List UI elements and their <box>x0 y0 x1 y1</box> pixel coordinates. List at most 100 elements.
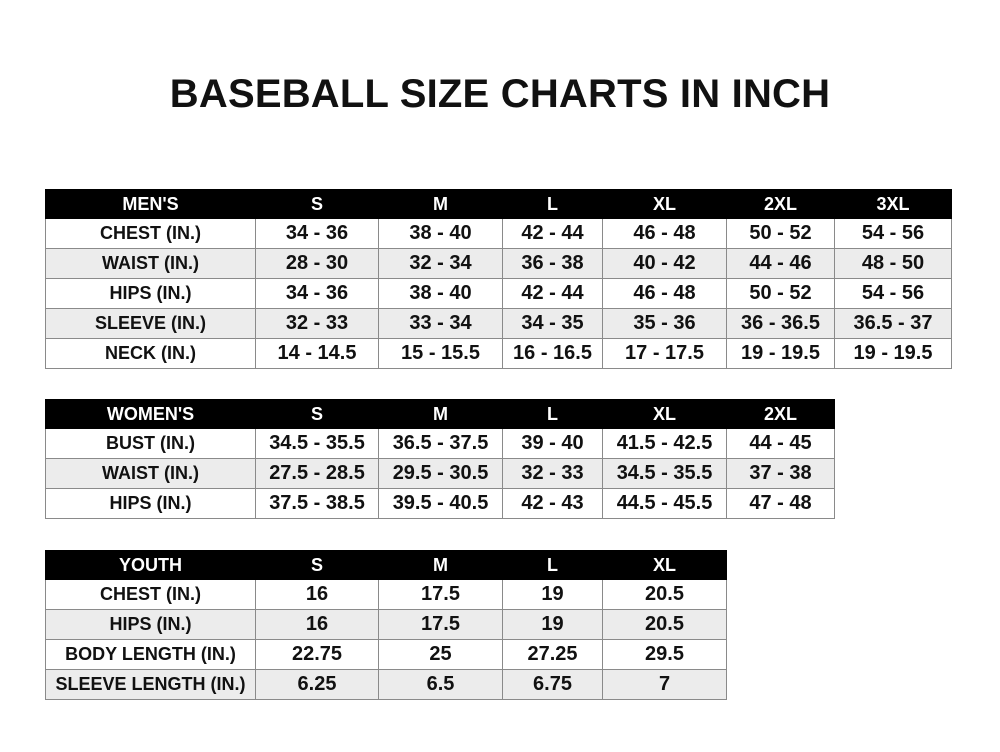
mens-size-table: MEN'S S M L XL 2XL 3XL CHEST (IN.) 34 - 36 38 - 4… <box>45 189 952 369</box>
row-label: NECK (IN.) <box>45 338 256 369</box>
measurement-cell: 19 - 19.5 <box>834 338 952 369</box>
size-header: M <box>378 550 503 580</box>
row-label: SLEEVE LENGTH (IN.) <box>45 669 256 700</box>
measurement-cell: 19 - 19.5 <box>726 338 835 369</box>
size-header: M <box>378 399 503 429</box>
measurement-cell: 32 - 34 <box>378 248 503 279</box>
measurement-cell: 54 - 56 <box>834 278 952 309</box>
measurement-cell: 50 - 52 <box>726 218 835 249</box>
row-label: BUST (IN.) <box>45 428 256 459</box>
table-row: CHEST (IN.) 34 - 36 38 - 40 42 - 44 46 - 48 5… <box>45 218 952 249</box>
header-row: MEN'S S M L XL 2XL 3XL <box>45 189 952 219</box>
size-header: L <box>502 189 603 219</box>
measurement-cell: 42 - 43 <box>502 488 603 519</box>
measurement-cell: 39.5 - 40.5 <box>378 488 503 519</box>
size-header: S <box>255 189 379 219</box>
measurement-cell: 34.5 - 35.5 <box>255 428 379 459</box>
row-label: HIPS (IN.) <box>45 278 256 309</box>
measurement-cell: 6.5 <box>378 669 503 700</box>
measurement-cell: 34 - 36 <box>255 218 379 249</box>
measurement-cell: 22.75 <box>255 639 379 670</box>
measurement-cell: 44 - 46 <box>726 248 835 279</box>
measurement-cell: 40 - 42 <box>602 248 727 279</box>
measurement-cell: 44.5 - 45.5 <box>602 488 727 519</box>
measurement-cell: 25 <box>378 639 503 670</box>
row-label: CHEST (IN.) <box>45 579 256 610</box>
measurement-cell: 6.75 <box>502 669 603 700</box>
measurement-cell: 27.25 <box>502 639 603 670</box>
row-label: WAIST (IN.) <box>45 248 256 279</box>
measurement-cell: 6.25 <box>255 669 379 700</box>
measurement-cell: 39 - 40 <box>502 428 603 459</box>
measurement-cell: 48 - 50 <box>834 248 952 279</box>
row-label: SLEEVE (IN.) <box>45 308 256 339</box>
size-header: XL <box>602 399 727 429</box>
measurement-cell: 17.5 <box>378 579 503 610</box>
measurement-cell: 34 - 36 <box>255 278 379 309</box>
measurement-cell: 19 <box>502 609 603 640</box>
table-row: SLEEVE LENGTH (IN.) 6.25 6.5 6.75 7 <box>45 669 727 700</box>
table-row: HIPS (IN.) 16 17.5 19 20.5 <box>45 609 727 640</box>
measurement-cell: 29.5 - 30.5 <box>378 458 503 489</box>
measurement-cell: 54 - 56 <box>834 218 952 249</box>
measurement-cell: 28 - 30 <box>255 248 379 279</box>
header-row: YOUTH S M L XL <box>45 550 727 580</box>
table-row: BODY LENGTH (IN.) 22.75 25 27.25 29.5 <box>45 639 727 670</box>
measurement-cell: 35 - 36 <box>602 308 727 339</box>
size-header: L <box>502 399 603 429</box>
measurement-cell: 36 - 38 <box>502 248 603 279</box>
measurement-cell: 20.5 <box>602 579 727 610</box>
measurement-cell: 38 - 40 <box>378 278 503 309</box>
table-row: WAIST (IN.) 27.5 - 28.5 29.5 - 30.5 32 - 33… <box>45 458 835 489</box>
measurement-cell: 41.5 - 42.5 <box>602 428 727 459</box>
youth-size-table: YOUTH S M L XL CHEST (IN.) 16 17.5 19 20.5 HIPS (I… <box>45 550 727 700</box>
measurement-cell: 37.5 - 38.5 <box>255 488 379 519</box>
measurement-cell: 29.5 <box>602 639 727 670</box>
measurement-cell: 7 <box>602 669 727 700</box>
measurement-cell: 27.5 - 28.5 <box>255 458 379 489</box>
size-header: M <box>378 189 503 219</box>
size-header: 3XL <box>834 189 952 219</box>
category-header: MEN'S <box>45 189 256 219</box>
size-header: XL <box>602 550 727 580</box>
measurement-cell: 34.5 - 35.5 <box>602 458 727 489</box>
table-row: SLEEVE (IN.) 32 - 33 33 - 34 34 - 35 35 - 36… <box>45 308 952 339</box>
row-label: CHEST (IN.) <box>45 218 256 249</box>
measurement-cell: 17.5 <box>378 609 503 640</box>
table-row: NECK (IN.) 14 - 14.5 15 - 15.5 16 - 16.5 17 … <box>45 338 952 369</box>
measurement-cell: 16 - 16.5 <box>502 338 603 369</box>
size-header: 2XL <box>726 399 835 429</box>
measurement-cell: 32 - 33 <box>255 308 379 339</box>
measurement-cell: 46 - 48 <box>602 278 727 309</box>
row-label: BODY LENGTH (IN.) <box>45 639 256 670</box>
measurement-cell: 34 - 35 <box>502 308 603 339</box>
size-header: S <box>255 550 379 580</box>
size-header: S <box>255 399 379 429</box>
womens-size-table: WOMEN'S S M L XL 2XL BUST (IN.) 34.5 - 35.5 36.5… <box>45 399 835 519</box>
measurement-cell: 44 - 45 <box>726 428 835 459</box>
measurement-cell: 16 <box>255 579 379 610</box>
table-row: BUST (IN.) 34.5 - 35.5 36.5 - 37.5 39 - 40 4… <box>45 428 835 459</box>
table-row: HIPS (IN.) 37.5 - 38.5 39.5 - 40.5 42 - 43 4… <box>45 488 835 519</box>
measurement-cell: 16 <box>255 609 379 640</box>
measurement-cell: 14 - 14.5 <box>255 338 379 369</box>
size-header: XL <box>602 189 727 219</box>
measurement-cell: 15 - 15.5 <box>378 338 503 369</box>
header-row: WOMEN'S S M L XL 2XL <box>45 399 835 429</box>
category-header: YOUTH <box>45 550 256 580</box>
measurement-cell: 19 <box>502 579 603 610</box>
row-label: HIPS (IN.) <box>45 609 256 640</box>
table-row: HIPS (IN.) 34 - 36 38 - 40 42 - 44 46 - 48 50… <box>45 278 952 309</box>
measurement-cell: 36 - 36.5 <box>726 308 835 339</box>
category-header: WOMEN'S <box>45 399 256 429</box>
row-label: HIPS (IN.) <box>45 488 256 519</box>
measurement-cell: 50 - 52 <box>726 278 835 309</box>
measurement-cell: 17 - 17.5 <box>602 338 727 369</box>
measurement-cell: 32 - 33 <box>502 458 603 489</box>
size-header: L <box>502 550 603 580</box>
size-header: 2XL <box>726 189 835 219</box>
measurement-cell: 38 - 40 <box>378 218 503 249</box>
page-title: BASEBALL SIZE CHARTS IN INCH <box>169 72 831 116</box>
measurement-cell: 47 - 48 <box>726 488 835 519</box>
measurement-cell: 46 - 48 <box>602 218 727 249</box>
